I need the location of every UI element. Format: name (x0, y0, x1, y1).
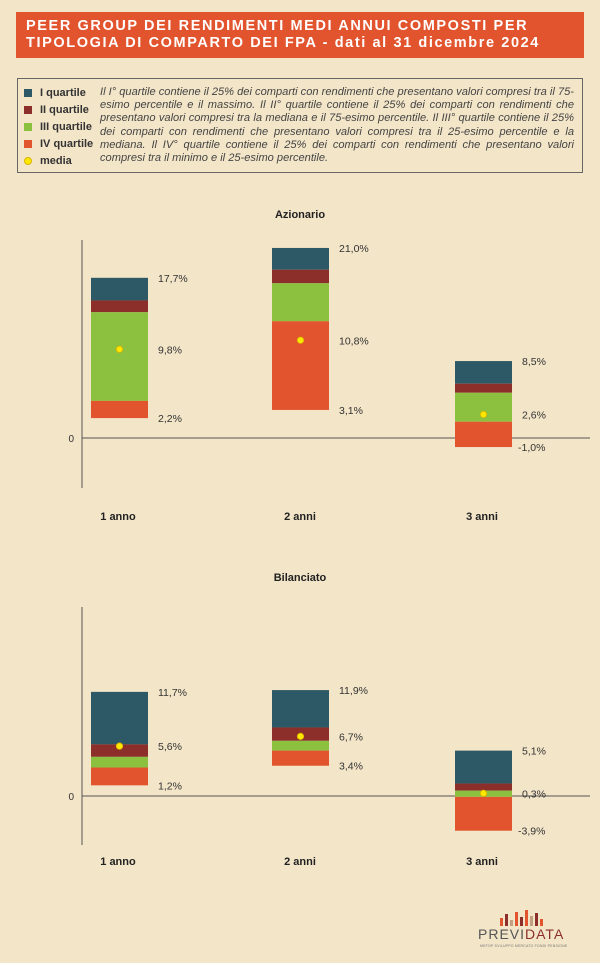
legend-label-q2: II quartile (40, 103, 89, 116)
media-point (479, 410, 488, 419)
media-point (296, 732, 305, 740)
media-label: 6,7% (339, 731, 363, 743)
bar-segment-q4 (272, 321, 329, 410)
legend-swatch-q1 (24, 88, 32, 97)
max-label: 11,9% (339, 685, 368, 697)
legend-dot-media-icon (24, 156, 32, 165)
bar-segment-q3 (91, 312, 148, 401)
logo-bars-icon (500, 910, 543, 926)
previdata-logo: PREVIDATA MEFOP SVILUPPO MERCATO FONDI P… (478, 908, 578, 954)
legend-items: I quartile II quartile III quartile IV q… (24, 84, 110, 169)
bar-segment-q1 (272, 247, 329, 270)
header-line-1: PEER GROUP DEI RENDIMENTI MEDI ANNUI COM… (26, 18, 529, 34)
media-point (296, 336, 305, 344)
max-label: 17,7% (158, 273, 188, 285)
media-point (115, 742, 124, 750)
bar-segment-q3 (91, 756, 148, 768)
min-label: -3,9% (518, 826, 545, 838)
legend-label-media: media (40, 154, 72, 167)
media-label: 0,3% (522, 788, 546, 800)
logo-text-a: PREVI (478, 926, 526, 942)
bar-segment-q1 (455, 361, 512, 384)
min-label: -1,0% (518, 442, 545, 454)
legend-item-q4: IV quartile (24, 135, 110, 152)
legend-item-q1: I quartile (24, 84, 110, 101)
category-label: 1 anno (100, 511, 136, 523)
bar-segment-q3 (272, 740, 329, 751)
bar-segment-q2 (91, 744, 148, 757)
category-label: 2 anni (284, 856, 316, 868)
legend-swatch-q3 (24, 122, 32, 131)
legend-label-q1: I quartile (40, 86, 86, 99)
legend-swatch-q4 (24, 139, 32, 148)
zero-tick-label: 0 (68, 792, 74, 803)
legend-box: I quartile II quartile III quartile IV q… (17, 78, 583, 173)
min-label: 1,2% (158, 780, 182, 792)
min-label: 3,4% (339, 761, 363, 773)
bar-segment-q3 (272, 283, 329, 322)
legend-label-q4: IV quartile (40, 137, 94, 150)
min-label: 3,1% (339, 405, 363, 417)
zero-tick-label: 0 (68, 434, 74, 445)
chart-azionario: Azionario 0 17,7% 9,8% 2,2% 1 anno 21,0% 10,8% 3… (68, 209, 590, 523)
bar-segment-q2 (455, 383, 512, 393)
bar-segment-q4 (272, 750, 329, 766)
max-label: 11,7% (158, 687, 187, 699)
chart-bilanciato: Bilanciato 0 11,7% 5,6% 1,2% 1 anno 11,9% 6,7% 3… (68, 572, 590, 868)
max-label: 8,5% (522, 356, 546, 368)
media-label: 9,8% (158, 344, 182, 356)
category-label: 3 anni (466, 856, 498, 868)
chart-title: Azionario (275, 209, 325, 221)
max-label: 5,1% (522, 746, 546, 758)
logo-text-b: DATA (525, 926, 565, 942)
bar-segment-q2 (455, 783, 512, 791)
media-label: 10,8% (339, 335, 369, 347)
bar-segment-q2 (91, 300, 148, 313)
min-label: 2,2% (158, 413, 182, 425)
media-label: 2,6% (522, 409, 546, 421)
legend-item-q2: II quartile (24, 101, 110, 118)
bar-segment-q1 (91, 691, 148, 745)
header-line-2: TIPOLOGIA DI COMPARTO DEI FPA - dati al … (26, 35, 540, 51)
category-label: 1 anno (100, 856, 136, 868)
chart-title: Bilanciato (274, 572, 327, 584)
bar-segment-q4 (455, 796, 512, 831)
bar-segment-q1 (91, 277, 148, 301)
category-label: 2 anni (284, 511, 316, 523)
bar-segment-q2 (272, 269, 329, 284)
media-label: 5,6% (158, 741, 182, 753)
bar-segment-q4 (91, 767, 148, 786)
media-point (115, 345, 124, 353)
bar-segment-q4 (455, 421, 512, 448)
category-label: 3 anni (466, 511, 498, 523)
page-header: PEER GROUP DEI RENDIMENTI MEDI ANNUI COM… (16, 12, 584, 58)
legend-label-q3: III quartile (40, 120, 92, 133)
legend-swatch-q2 (24, 105, 32, 114)
bar-segment-q1 (272, 690, 329, 728)
legend-item-media: media (24, 152, 110, 169)
bar-segment-q4 (91, 400, 148, 419)
logo-wordmark: PREVIDATA (478, 926, 564, 942)
bar-segment-q1 (455, 750, 512, 784)
legend-item-q3: III quartile (24, 118, 110, 135)
logo-subtitle: MEFOP SVILUPPO MERCATO FONDI PENSIONE (480, 944, 568, 948)
max-label: 21,0% (339, 243, 369, 255)
media-point (479, 789, 488, 797)
legend-description: Il I° quartile contiene il 25% dei compa… (100, 86, 574, 165)
